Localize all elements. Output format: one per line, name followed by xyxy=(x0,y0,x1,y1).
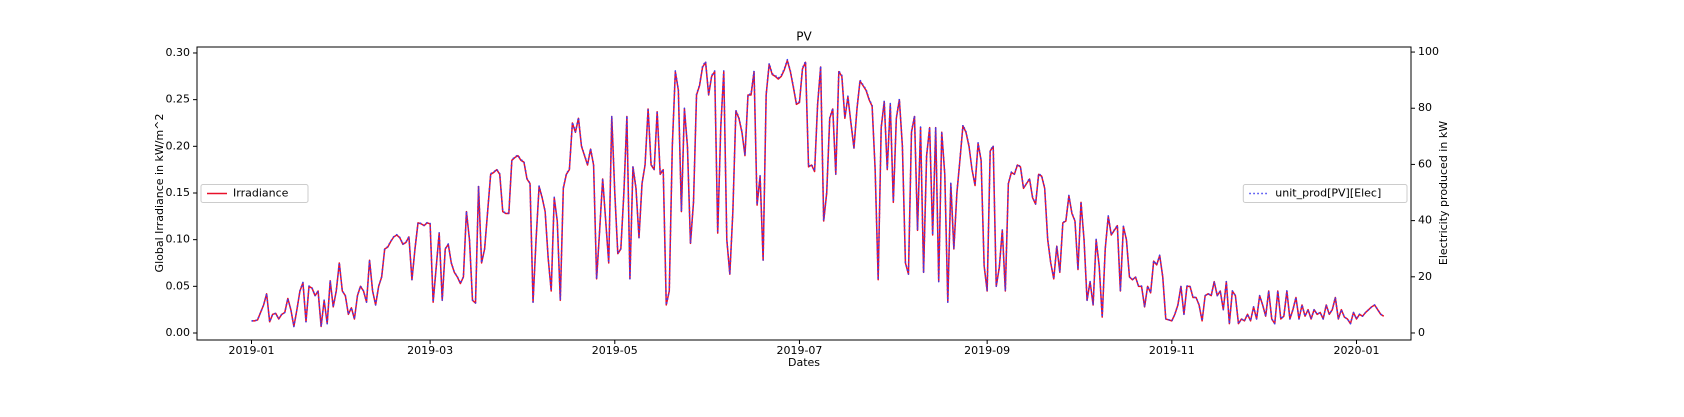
legend-label: Irradiance xyxy=(233,187,289,200)
legend-label: unit_prod[PV][Elec] xyxy=(1275,187,1381,200)
y2-tick-label: 100 xyxy=(1418,45,1439,58)
legend-box xyxy=(1242,184,1408,203)
y2-axis-label: Electricity produced in kW xyxy=(1437,121,1450,265)
y-tick-label: 0.20 xyxy=(166,139,191,152)
y-tick-label: 0.05 xyxy=(166,279,191,292)
y-tick-label: 0.30 xyxy=(166,46,191,59)
y-tick-label: 0.25 xyxy=(166,93,191,106)
x-tick-label: 2019-01 xyxy=(229,344,275,357)
plot-frame xyxy=(196,46,1412,341)
y-axis-label: Global Irradiance in kW/m^2 xyxy=(153,114,166,273)
series-line xyxy=(251,58,1385,328)
x-tick-label: 2019-11 xyxy=(1149,344,1195,357)
y-tick-label: 0.10 xyxy=(166,233,191,246)
y2-tick-label: 0 xyxy=(1418,326,1425,339)
x-axis-label: Dates xyxy=(788,356,820,369)
x-tick-label: 2019-07 xyxy=(776,344,822,357)
legend: Irradiance xyxy=(200,184,309,203)
legend-box xyxy=(200,184,309,203)
y-tick-label: 0.15 xyxy=(166,186,191,199)
x-tick-label: 2019-03 xyxy=(407,344,453,357)
chart-title: PV xyxy=(796,30,812,44)
legend: unit_prod[PV][Elec] xyxy=(1242,184,1408,203)
x-tick-label: 2020-01 xyxy=(1334,344,1380,357)
x-tick-label: 2019-09 xyxy=(964,344,1010,357)
y2-tick-label: 40 xyxy=(1418,214,1432,227)
y2-tick-label: 20 xyxy=(1418,270,1432,283)
y2-tick-label: 80 xyxy=(1418,101,1432,114)
x-tick-label: 2019-05 xyxy=(592,344,638,357)
y-tick-label: 0.00 xyxy=(166,326,191,339)
y2-tick-label: 60 xyxy=(1418,157,1432,170)
